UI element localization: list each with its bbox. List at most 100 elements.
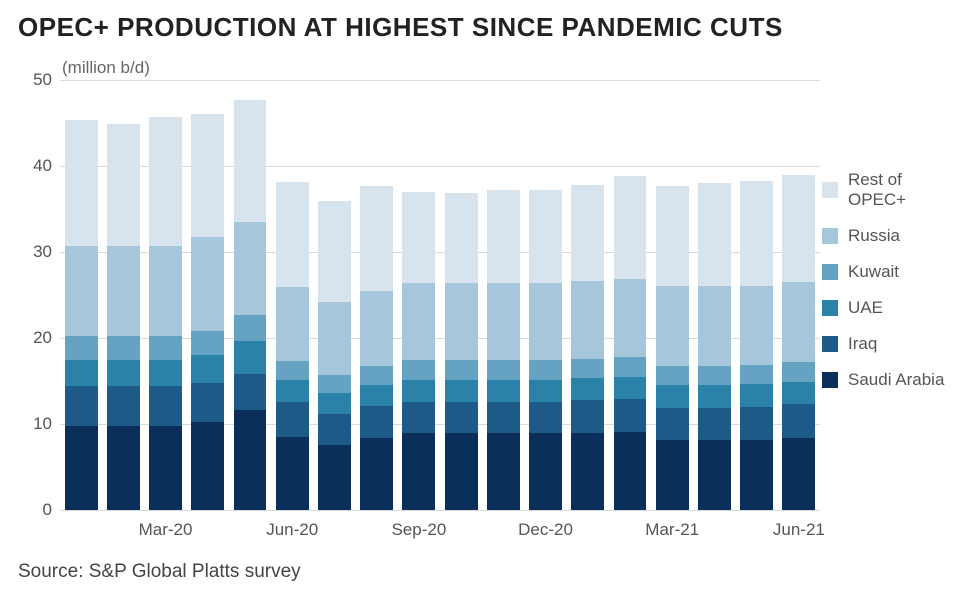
- bar-segment-russia: [107, 246, 140, 336]
- bar-segment-uae: [65, 360, 98, 387]
- bar-segment-iraq: [318, 414, 351, 445]
- bar-segment-kuwait: [740, 365, 773, 385]
- legend-label: Saudi Arabia: [848, 370, 944, 390]
- bar-segment-iraq: [402, 402, 435, 434]
- bar-segment-saudi: [614, 432, 647, 510]
- bar-segment-rest: [318, 201, 351, 302]
- legend-label: Russia: [848, 226, 900, 246]
- bar-segment-iraq: [571, 400, 604, 433]
- source-text: Source: S&P Global Platts survey: [18, 561, 301, 583]
- bar-segment-rest: [698, 183, 731, 286]
- bar-segment-russia: [191, 237, 224, 332]
- bar-segment-iraq: [782, 404, 815, 438]
- legend-item-saudi: Saudi Arabia: [822, 370, 962, 390]
- x-tick-label: Mar-20: [139, 520, 193, 540]
- bar-segment-russia: [529, 283, 562, 360]
- bar-segment-kuwait: [656, 366, 689, 386]
- y-tick-label: 50: [33, 70, 52, 90]
- bar-segment-kuwait: [445, 360, 478, 380]
- x-tick-label: Mar-21: [645, 520, 699, 540]
- bar-segment-russia: [234, 222, 267, 315]
- bar-segment-rest: [656, 186, 689, 287]
- bar-segment-uae: [571, 378, 604, 400]
- bar-segment-saudi: [656, 440, 689, 510]
- bars-group: [60, 80, 820, 510]
- bar-segment-rest: [65, 120, 98, 246]
- bar-segment-saudi: [487, 433, 520, 510]
- bar-segment-uae: [529, 380, 562, 402]
- bar-segment-russia: [276, 287, 309, 361]
- bar-segment-iraq: [360, 406, 393, 438]
- bar-segment-russia: [740, 286, 773, 365]
- legend-item-kuwait: Kuwait: [822, 262, 962, 282]
- bar-segment-uae: [318, 393, 351, 414]
- bar-segment-rest: [149, 117, 182, 246]
- bar-segment-rest: [191, 114, 224, 236]
- bar-segment-uae: [698, 385, 731, 407]
- bar-segment-saudi: [107, 426, 140, 510]
- y-tick-label: 10: [33, 414, 52, 434]
- bar-segment-uae: [614, 377, 647, 399]
- bar-segment-kuwait: [276, 361, 309, 380]
- legend-item-uae: UAE: [822, 298, 962, 318]
- legend-label: Rest of OPEC+: [848, 170, 962, 210]
- bar-segment-russia: [360, 291, 393, 367]
- bar-segment-kuwait: [234, 315, 267, 342]
- bar-segment-iraq: [487, 402, 520, 434]
- legend-swatch: [822, 182, 838, 198]
- y-tick-label: 40: [33, 156, 52, 176]
- bar-segment-iraq: [614, 399, 647, 432]
- legend-item-iraq: Iraq: [822, 334, 962, 354]
- bar-segment-russia: [149, 246, 182, 336]
- legend-swatch: [822, 264, 838, 280]
- bar-segment-rest: [107, 124, 140, 246]
- bar-segment-kuwait: [149, 336, 182, 359]
- bar-segment-russia: [318, 302, 351, 375]
- bar-segment-saudi: [740, 440, 773, 510]
- bar-segment-iraq: [445, 402, 478, 434]
- bar-segment-saudi: [445, 433, 478, 510]
- x-tick-label: Jun-21: [773, 520, 825, 540]
- bar-segment-rest: [234, 100, 267, 222]
- legend: Rest of OPEC+ Russia Kuwait UAE Iraq Saudi Ar…: [822, 170, 962, 406]
- bar-segment-russia: [65, 246, 98, 336]
- plot-area: 01020304050Mar-20Jun-20Sep-20Dec-20Mar-2…: [60, 80, 820, 510]
- legend-swatch: [822, 300, 838, 316]
- bar-segment-iraq: [698, 408, 731, 441]
- bar-segment-rest: [782, 175, 815, 283]
- y-tick-label: 20: [33, 328, 52, 348]
- legend-label: Iraq: [848, 334, 877, 354]
- y-tick-label: 30: [33, 242, 52, 262]
- bar-segment-uae: [487, 380, 520, 402]
- bar-segment-kuwait: [360, 366, 393, 385]
- bar-segment-saudi: [402, 433, 435, 510]
- legend-swatch: [822, 372, 838, 388]
- bar-segment-saudi: [276, 437, 309, 510]
- bar-segment-kuwait: [698, 366, 731, 386]
- bar-segment-rest: [571, 185, 604, 281]
- bar-segment-rest: [487, 190, 520, 283]
- bar-segment-rest: [360, 186, 393, 291]
- bar-segment-uae: [191, 355, 224, 383]
- bar-segment-kuwait: [571, 359, 604, 379]
- bar-segment-saudi: [571, 433, 604, 510]
- y-tick-label: 0: [43, 500, 52, 520]
- y-axis-unit: (million b/d): [62, 58, 150, 78]
- bar-segment-iraq: [234, 374, 267, 410]
- bar-segment-uae: [656, 385, 689, 407]
- bar-segment-russia: [782, 282, 815, 362]
- bar-segment-russia: [614, 279, 647, 357]
- chart-container: OPEC+ PRODUCTION AT HIGHEST SINCE PANDEM…: [0, 0, 980, 597]
- bar-segment-saudi: [318, 445, 351, 510]
- bar-segment-uae: [782, 382, 815, 404]
- bar-segment-russia: [445, 283, 478, 360]
- bar-segment-russia: [656, 286, 689, 365]
- chart-title: OPEC+ PRODUCTION AT HIGHEST SINCE PANDEM…: [18, 12, 783, 43]
- bar-segment-iraq: [740, 407, 773, 441]
- legend-label: UAE: [848, 298, 883, 318]
- bar-segment-kuwait: [191, 331, 224, 355]
- bar-segment-saudi: [149, 426, 182, 510]
- bar-segment-rest: [614, 176, 647, 278]
- x-tick-label: Sep-20: [391, 520, 446, 540]
- legend-item-russia: Russia: [822, 226, 962, 246]
